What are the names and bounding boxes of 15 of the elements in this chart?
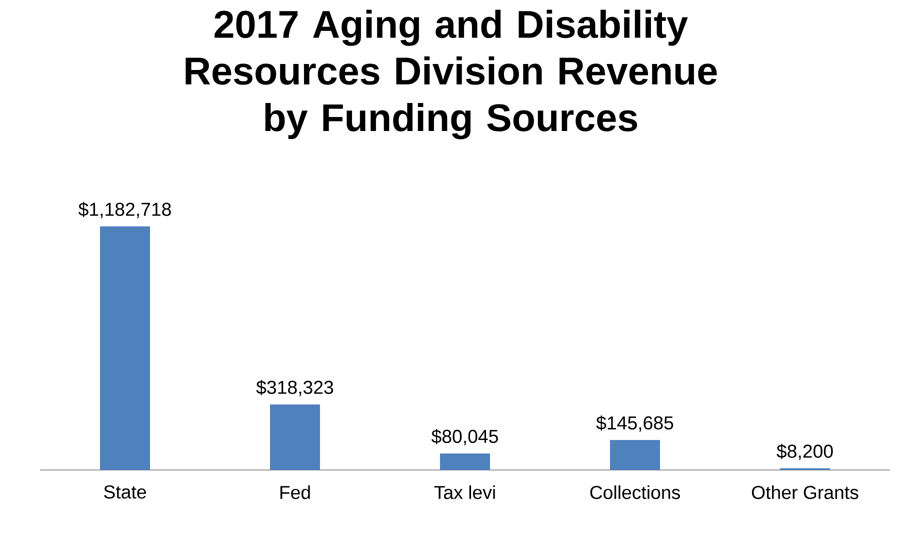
bar (610, 440, 660, 470)
data-label: $318,323 (256, 380, 334, 396)
x-tick-label: State (104, 485, 146, 499)
data-label: $145,685 (596, 416, 674, 432)
data-label: $80,045 (431, 429, 498, 446)
chart-title: 2017 Aging and Disability Resources Division Revenue by Funding Sources (186, 10, 717, 140)
x-tick-label: Fed (280, 485, 310, 500)
bar (270, 404, 320, 470)
bar (440, 454, 490, 470)
bar (100, 226, 150, 470)
data-label: $1,182,718 (78, 202, 171, 218)
x-tick-label: Tax levi (434, 485, 495, 500)
x-tick-label: Collections (590, 485, 680, 500)
x-tick-label: Other Grants (752, 485, 858, 500)
data-label: $8,200 (776, 444, 833, 460)
